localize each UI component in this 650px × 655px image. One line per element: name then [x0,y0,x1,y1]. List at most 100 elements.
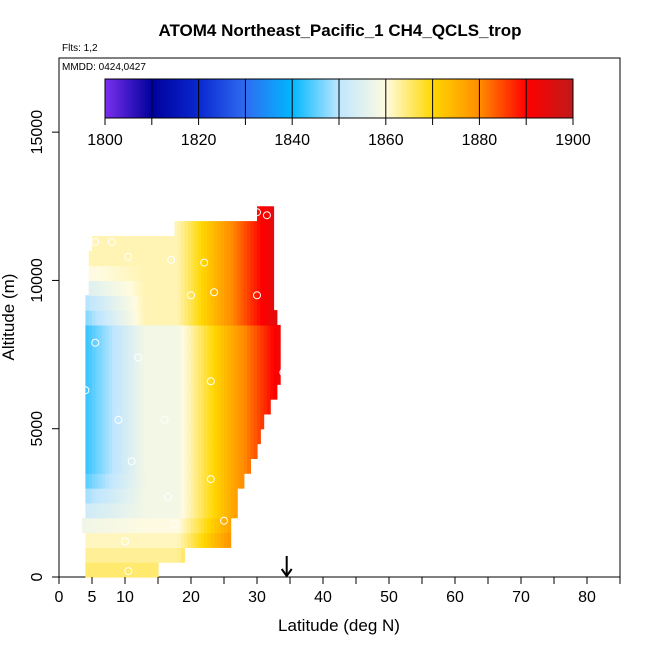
heatmap-cell [154,517,159,534]
heatmap-cell [154,443,159,459]
heatmap-cell [194,384,199,400]
heatmap-cell [184,488,189,504]
heatmap-cell [200,517,205,534]
heatmap-cell [207,413,212,430]
heatmap-cell [138,280,143,296]
colorbar-segment [479,79,527,118]
heatmap-cell [98,562,103,578]
heatmap-cell [92,339,96,356]
heatmap-cell [108,235,113,252]
heatmap-cell [158,532,162,548]
heatmap-cell [121,399,126,415]
heatmap-cell [92,547,96,563]
heatmap-cell [270,295,275,311]
heatmap-cell [98,310,103,326]
heatmap-cell [141,547,146,563]
heatmap-cell [200,458,205,474]
heatmap-cell [243,235,248,252]
heatmap-cell [266,384,271,400]
heatmap-cell [154,488,159,504]
heatmap-cell [220,280,225,296]
heatmap-cell [177,488,182,504]
heatmap-cell [217,399,222,415]
heatmap-cell [253,324,258,341]
heatmap-cell [128,265,133,282]
heatmap-cell [138,399,143,415]
heatmap-cell [131,384,136,400]
heatmap-cell [194,265,199,282]
heatmap-cell [118,532,123,548]
heatmap-cell [151,235,156,252]
heatmap-cell [105,310,110,326]
heatmap-cell [207,443,212,459]
heatmap-cell [204,399,209,415]
heatmap-cell [197,428,202,445]
heatmap-cell [92,369,96,385]
heatmap-cell [207,250,212,267]
heatmap-cell [105,324,110,341]
heatmap-cell [217,532,222,548]
heatmap-cell [187,295,192,311]
heatmap-cell [131,488,136,504]
heatmap-cell [141,488,146,504]
heatmap-cell [118,384,123,400]
heatmap-cell [158,488,162,504]
heatmap-cell [111,458,116,474]
heatmap-cell [131,547,136,563]
heatmap-cell [240,354,245,370]
heatmap-cell [88,384,93,400]
heatmap-cell [121,473,126,489]
heatmap-cell [181,532,185,548]
heatmap-cell [247,443,251,459]
heatmap-cell [115,310,119,326]
heatmap-cell [204,488,209,504]
heatmap-cell [230,354,235,370]
heatmap-cell [138,250,143,267]
heatmap-cell [144,413,149,430]
heatmap-cell [200,532,205,548]
heatmap-cell [164,324,169,341]
heatmap-cell [220,354,225,370]
heatmap-cell [121,280,126,296]
heatmap-cell [224,324,228,341]
heatmap-cell [141,310,146,326]
heatmap-cell [171,399,176,415]
heatmap-cell [101,532,106,548]
heatmap-cell [250,250,255,267]
heatmap-cell [141,250,146,267]
heatmap-cell [224,339,228,356]
heatmap-cell [237,280,242,296]
heatmap-cell [144,488,149,504]
heatmap-cell [144,443,149,459]
heatmap-cell [138,354,143,370]
heatmap-cell [181,354,185,370]
heatmap-cell [154,250,159,267]
heatmap-cell [243,265,248,282]
heatmap-cell [214,443,218,459]
heatmap-cell [141,235,146,252]
heatmap-cell [154,369,159,385]
heatmap-cell [131,562,136,578]
heatmap-cell [101,235,106,252]
heatmap-cell [154,413,159,430]
heatmap-cell [108,310,113,326]
heatmap-cell [174,235,179,252]
heatmap-cell [253,354,258,370]
heatmap-cell [257,369,261,385]
heatmap-cell [220,532,225,548]
heatmap-cell [105,250,110,267]
heatmap-cell [138,295,143,311]
heatmap-cell [257,339,261,356]
heatmap-cell [230,280,235,296]
heatmap-cell [197,399,202,415]
heatmap-cell [85,339,90,356]
heatmap-cell [210,532,215,548]
heatmap-cell [164,428,169,445]
heatmap-cell [101,502,106,519]
axes: 0 5 10 20 30 40 50 60 70 80 0 5000 10000 15000 [29,110,621,606]
heatmap-cell [230,324,235,341]
heatmap-cell [230,502,235,519]
heatmap-cell [134,443,139,459]
sample-point [253,291,261,300]
heatmap-cell [105,384,110,400]
